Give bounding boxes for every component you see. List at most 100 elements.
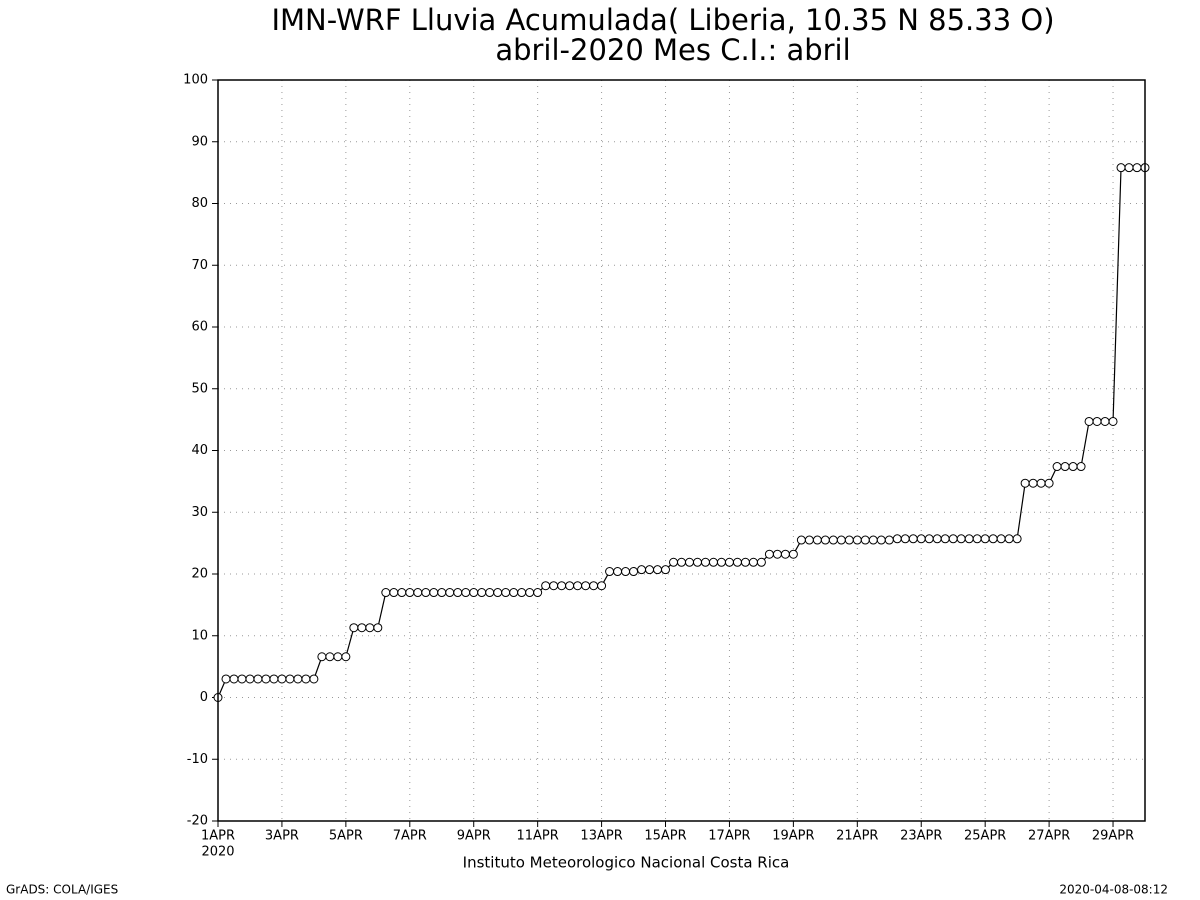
point [1108, 416, 1118, 426]
point [645, 565, 655, 575]
point [692, 557, 702, 567]
point [1052, 462, 1062, 472]
point [796, 535, 806, 545]
point [429, 588, 439, 598]
x-tick-label: 5APR [329, 829, 363, 844]
point [892, 534, 902, 544]
point [724, 557, 734, 567]
line [217, 167, 1145, 698]
point [309, 674, 319, 684]
point [684, 557, 694, 567]
point [333, 652, 343, 662]
point [317, 652, 327, 662]
point [669, 557, 679, 567]
point [245, 674, 255, 684]
point [900, 534, 910, 544]
point [341, 652, 351, 662]
point [533, 588, 543, 598]
point [525, 588, 535, 598]
point [469, 588, 479, 598]
point [485, 588, 495, 598]
point [477, 588, 487, 598]
x-tick-label: 29APR [1092, 829, 1134, 844]
point [1012, 534, 1022, 544]
point [1044, 478, 1054, 488]
point [285, 674, 295, 684]
point [541, 581, 551, 591]
plot-frame [217, 79, 1146, 822]
point [996, 534, 1006, 544]
point [237, 674, 247, 684]
point [221, 674, 231, 684]
x-tick-label: 11APR [516, 829, 558, 844]
point [357, 623, 367, 633]
point [509, 588, 519, 598]
point [812, 535, 822, 545]
x-tick-label: 23APR [900, 829, 942, 844]
point [453, 588, 463, 598]
point [876, 535, 886, 545]
point [493, 588, 503, 598]
point [589, 581, 599, 591]
point [780, 549, 790, 559]
point [1100, 416, 1110, 426]
point [932, 534, 942, 544]
point [501, 588, 511, 598]
point [700, 557, 710, 567]
point [1036, 478, 1046, 488]
point [1092, 416, 1102, 426]
point [437, 588, 447, 598]
point [549, 581, 559, 591]
footer-left: GrADS: COLA/IGES [6, 883, 118, 897]
point [1060, 462, 1070, 472]
point [1132, 163, 1142, 173]
y-tick-label: 70 [191, 258, 208, 273]
point [293, 674, 303, 684]
y-tick-label: 20 [191, 567, 208, 582]
point [445, 588, 455, 598]
x-tick-label: 7APR [393, 829, 427, 844]
point [397, 588, 407, 598]
point [229, 674, 239, 684]
point [1076, 462, 1086, 472]
point [980, 534, 990, 544]
point [573, 581, 583, 591]
point [325, 652, 335, 662]
y-tick-label: 50 [191, 381, 208, 396]
point [940, 534, 950, 544]
point [772, 549, 782, 559]
point [413, 588, 423, 598]
point [988, 534, 998, 544]
point [653, 565, 663, 575]
point [1116, 163, 1126, 173]
point [557, 581, 567, 591]
point [708, 557, 718, 567]
point [1004, 534, 1014, 544]
point [788, 549, 798, 559]
point [253, 674, 263, 684]
point [820, 535, 830, 545]
y-tick-label: 30 [191, 505, 208, 520]
point [1124, 163, 1134, 173]
y-tick-label: -10 [187, 752, 208, 767]
point [764, 549, 774, 559]
x-tick-label: 15APR [644, 829, 686, 844]
y-tick-label: 10 [191, 628, 208, 643]
point [613, 567, 623, 577]
point [365, 623, 375, 633]
x-tick-label: 9APR [457, 829, 491, 844]
point [852, 535, 862, 545]
plot [213, 163, 1150, 702]
point [1068, 462, 1078, 472]
point [884, 535, 894, 545]
point [956, 534, 966, 544]
y-tick-label: 80 [191, 196, 208, 211]
x-tick-label: 17APR [708, 829, 750, 844]
point [381, 588, 391, 598]
point [1084, 416, 1094, 426]
point [924, 534, 934, 544]
y-tick-label: 40 [191, 443, 208, 458]
point [868, 535, 878, 545]
point [605, 567, 615, 577]
